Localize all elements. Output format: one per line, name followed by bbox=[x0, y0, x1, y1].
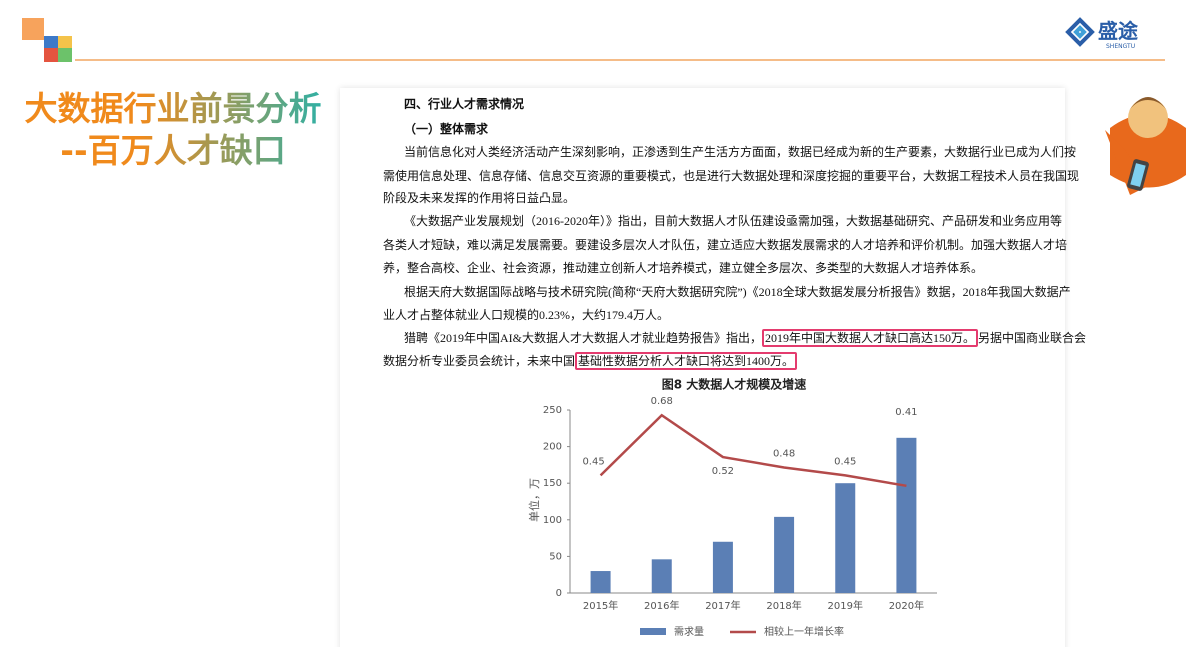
bar bbox=[896, 437, 917, 593]
text-line: 各类人才短缺，难以满足发展需要。要建设多层次人才队伍，建立适应大数据发展需求的人… bbox=[383, 236, 1067, 254]
bar bbox=[835, 483, 856, 593]
text-segment: 业人才占整体就业人口规模的0.23%，大约179.4万人。 bbox=[383, 308, 669, 322]
text-segment: 根据天府大数据国际战略与技术研究院(简称“天府大数据研究院”)《2018全球大数… bbox=[404, 285, 1071, 299]
text-segment: 需使用信息处理、信息存储、信息交互资源的重要模式，也是进行大数据处理和深度挖掘的… bbox=[383, 169, 1080, 183]
text-line: 业人才占整体就业人口规模的0.23%，大约179.4万人。 bbox=[383, 306, 669, 324]
icon-square bbox=[22, 18, 44, 40]
legend-label: 需求量 bbox=[674, 626, 704, 638]
y-axis-label: 单位，万 bbox=[527, 478, 541, 522]
highlighted-text: 2019年中国大数据人才缺口高达150万。 bbox=[762, 329, 979, 347]
x-tick-label: 2019年 bbox=[828, 599, 863, 612]
text-segment: 当前信息化对人类经济活动产生深刻影响，正渗透到生产生活方方面面，数据已经成为新的… bbox=[404, 145, 1077, 159]
bar bbox=[590, 571, 611, 593]
text-line: 需使用信息处理、信息存储、信息交互资源的重要模式，也是进行大数据处理和深度挖掘的… bbox=[383, 167, 1079, 185]
icon-square bbox=[44, 48, 58, 62]
document: 四、行业人才需求情况 （一）整体需求当前信息化对人类经济活动产生深刻影响，正渗透到… bbox=[340, 88, 1086, 647]
icon-square bbox=[58, 36, 72, 50]
y-tick-label: 200 bbox=[543, 442, 562, 453]
text-segment: 《大数据产业发展规划（2016-2020年）》指出，目前大数据人才队伍建设亟需加… bbox=[404, 214, 1063, 228]
text-line: 根据天府大数据国际战略与技术研究院(简称“天府大数据研究院”)《2018全球大数… bbox=[404, 283, 1071, 301]
text-line: 当前信息化对人类经济活动产生深刻影响，正渗透到生产生活方方面面，数据已经成为新的… bbox=[404, 143, 1076, 161]
data-label: 0.41 bbox=[895, 407, 917, 418]
line bbox=[599, 413, 907, 488]
text-segment: 各类人才短缺，难以满足发展需要。要建设多层次人才队伍，建立适应大数据发展需求的人… bbox=[383, 238, 1068, 252]
illustration bbox=[1105, 97, 1186, 195]
data-label: 0.48 bbox=[773, 449, 795, 460]
bar bbox=[651, 559, 672, 593]
text-line: 数据分析专业委员会统计，未来中国 基础性数据分析人才缺口将达到1400万。 bbox=[383, 352, 798, 370]
x-tick-label: 2018年 bbox=[766, 599, 801, 612]
y-tick-label: 50 bbox=[549, 551, 562, 562]
text-segment: 另据中国商业联合会 bbox=[978, 331, 1087, 345]
data-label: 0.68 bbox=[651, 396, 673, 407]
data-label: 0.45 bbox=[582, 456, 604, 467]
data-label: 0.45 bbox=[834, 456, 856, 467]
x-tick-label: 2020年 bbox=[889, 599, 924, 612]
legend-label: 相较上一年增长率 bbox=[764, 625, 844, 638]
logo-subtitle: SHENGTU bbox=[1106, 43, 1135, 50]
text-line: 养，整合高校、企业、社会资源，推动建立创新人才培养模式，建立健全多层次、多类型的… bbox=[383, 259, 983, 277]
text-segment: 养，整合高校、企业、社会资源，推动建立创新人才培养模式，建立健全多层次、多类型的… bbox=[383, 261, 984, 275]
bar bbox=[712, 541, 733, 593]
x-tick-label: 2015年 bbox=[583, 599, 618, 612]
y-tick-label: 0 bbox=[556, 588, 562, 599]
y-tick-label: 150 bbox=[543, 478, 562, 489]
text-line: 猎聘《2019年中国AI&大数据人才大数据人才就业趋势报告》指出， 2019年中国… bbox=[404, 329, 1086, 347]
text-segment: 猎聘《2019年中国AI&大数据人才大数据人才就业趋势报告》指出， bbox=[404, 331, 762, 345]
text-line: 《大数据产业发展规划（2016-2020年）》指出，目前大数据人才队伍建设亟需加… bbox=[404, 212, 1062, 230]
heading: 四、行业人才需求情况 bbox=[404, 97, 525, 111]
legend-swatch bbox=[640, 628, 666, 635]
bar bbox=[774, 516, 795, 593]
text-segment: 阶段及未来发挥的作用将日益凸显。 bbox=[383, 191, 576, 205]
data-label: 0.52 bbox=[712, 466, 734, 477]
chart-title: 图8 大数据人才规模及增速 bbox=[662, 377, 807, 392]
y-tick-label: 250 bbox=[543, 405, 562, 416]
x-tick-label: 2017年 bbox=[705, 599, 740, 612]
icon-square bbox=[58, 48, 72, 62]
highlighted-text: 基础性数据分析人才缺口将达到1400万。 bbox=[575, 352, 798, 370]
y-tick-label: 100 bbox=[543, 515, 562, 526]
subheading: （一）整体需求 bbox=[404, 122, 489, 136]
text-line: 阶段及未来发挥的作用将日益凸显。 bbox=[383, 189, 575, 207]
x-tick-label: 2016年 bbox=[644, 599, 679, 612]
logo-icon bbox=[1065, 17, 1095, 47]
logo-name: 盛途 bbox=[1098, 19, 1139, 43]
text-segment: 数据分析专业委员会统计，未来中国 bbox=[383, 354, 576, 368]
